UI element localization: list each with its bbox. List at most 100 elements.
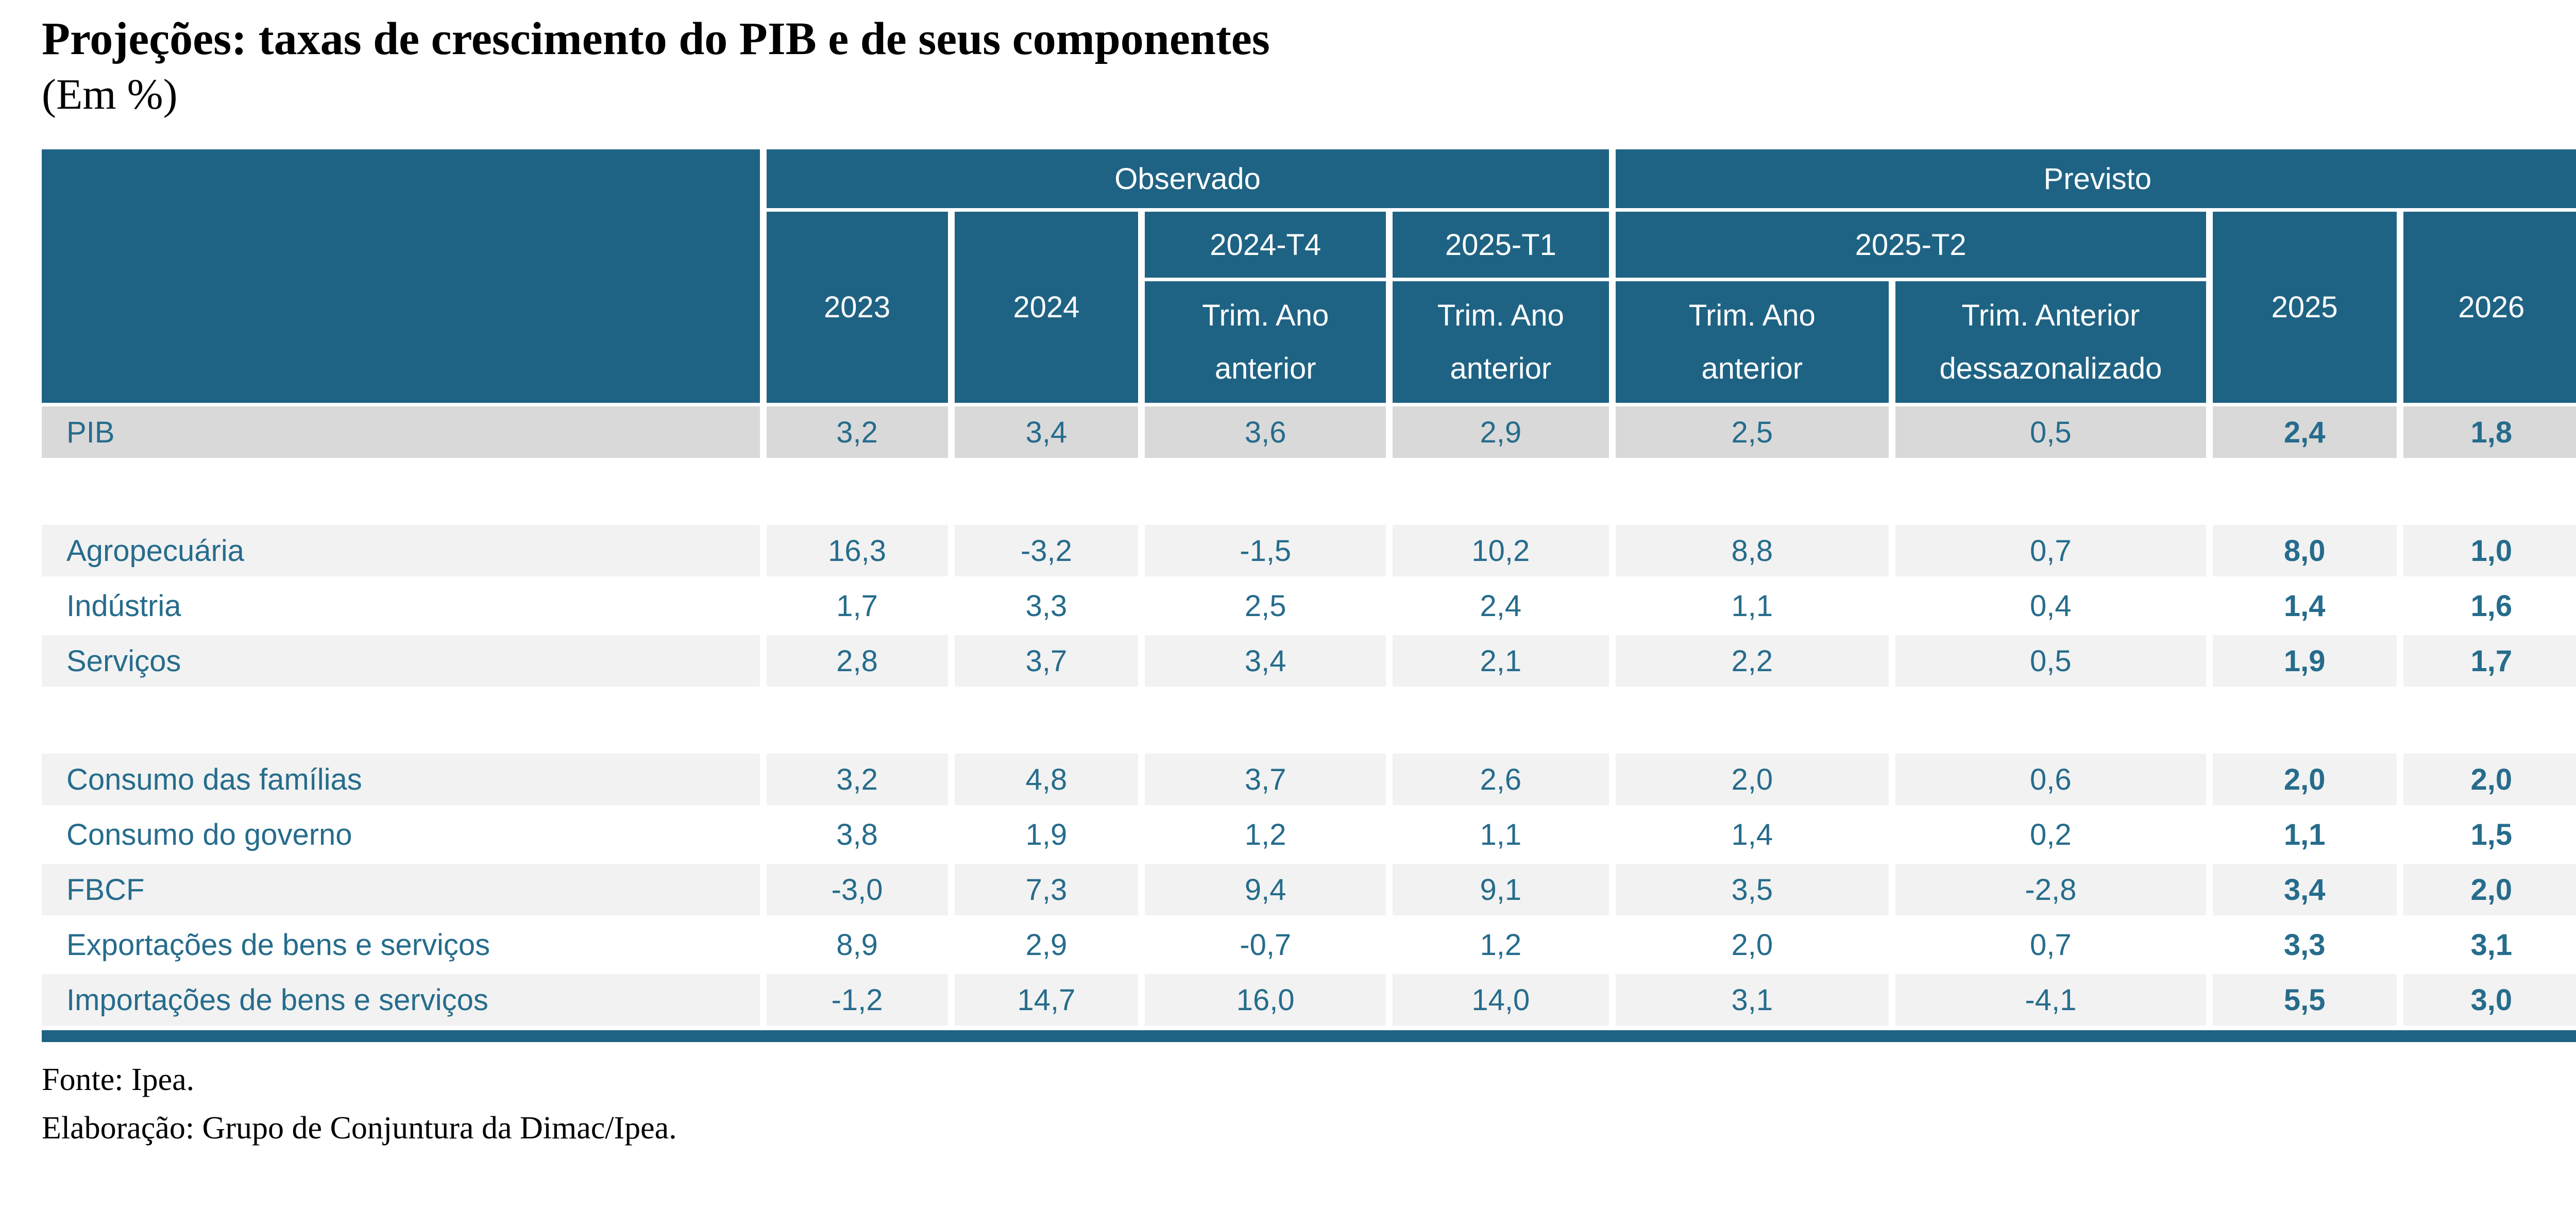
row-label: Exportações de bens e serviços (42, 919, 760, 971)
value-cell: 3,7 (1145, 754, 1386, 806)
value-cell: 3,4 (2212, 864, 2397, 916)
value-cell: 2,5 (1615, 406, 1889, 458)
value-cell: 1,1 (2212, 809, 2397, 861)
spacer-cell (42, 462, 2576, 522)
value-cell: 0,4 (1895, 580, 2206, 632)
table-header: Observado Previsto 2023 2024 2024-T4 202… (42, 149, 2576, 403)
table-row: Consumo das famílias 3,2 4,8 3,7 2,6 2,0 0,6 2,… (42, 754, 2576, 806)
value-cell: 0,7 (1895, 525, 2206, 577)
value-cell: 1,0 (2403, 525, 2576, 577)
footer-elaboracao: Elaboração: Grupo de Conjuntura da Dimac… (42, 1111, 677, 1146)
header-sub-trim-ano-anterior: Trim. Ano anterior (1615, 281, 1889, 403)
header-group-previsto: Previsto (1615, 149, 2576, 209)
value-cell: 2,9 (1393, 406, 1609, 458)
value-cell: 1,2 (1393, 919, 1609, 971)
value-cell: 1,5 (2403, 809, 2576, 861)
value-cell: 16,3 (766, 525, 948, 577)
row-label: Consumo do governo (42, 809, 760, 861)
value-cell: 2,2 (1615, 635, 1889, 687)
header-sub-trim-anterior-dessazonalizado: Trim. Anterior dessazonalizado (1895, 281, 2206, 403)
value-cell: 3,2 (766, 406, 948, 458)
header-col-2024: 2024 (954, 212, 1139, 403)
value-cell: 1,2 (1145, 809, 1386, 861)
spacer-cell (42, 690, 2576, 751)
value-cell: 1,1 (1615, 580, 1889, 632)
value-cell: 16,0 (1145, 974, 1386, 1026)
value-cell: 8,8 (1615, 525, 1889, 577)
value-cell: 2,4 (2212, 406, 2397, 458)
header-period-row: 2023 2024 2024-T4 2025-T1 2025-T2 2025 2… (42, 212, 2576, 403)
value-cell: 0,5 (1895, 635, 2206, 687)
value-cell: 2,1 (1393, 635, 1609, 687)
table-row (42, 690, 2576, 751)
page-title: Projeções: taxas de crescimento do PIB e… (42, 13, 1270, 64)
value-cell: 2,8 (766, 635, 948, 687)
value-cell: 5,5 (2212, 974, 2397, 1026)
value-cell: 3,1 (1615, 974, 1889, 1026)
value-cell: -3,2 (954, 525, 1139, 577)
row-label: Serviços (42, 635, 760, 687)
value-cell: 1,4 (2212, 580, 2397, 632)
value-cell: 2,5 (1145, 580, 1386, 632)
value-cell: 2,9 (954, 919, 1139, 971)
table-row: Indústria 1,7 3,3 2,5 2,4 1,1 0,4 1,4 1,6 (42, 580, 2576, 632)
value-cell: -2,8 (1895, 864, 2206, 916)
value-cell: -1,2 (766, 974, 948, 1026)
row-label: PIB (42, 406, 760, 458)
header-sub-trim-ano-anterior: Trim. Ano anterior (1145, 281, 1386, 403)
value-cell: 3,3 (2212, 919, 2397, 971)
header-col-2025: 2025 (2212, 212, 2397, 403)
table-body: PIB 3,2 3,4 3,6 2,9 2,5 0,5 2,4 1,8 Agropecuária 1… (42, 406, 2576, 1026)
value-cell: 1,1 (1393, 809, 1609, 861)
row-label: FBCF (42, 864, 760, 916)
value-cell: 1,9 (2212, 635, 2397, 687)
value-cell: 0,2 (1895, 809, 2206, 861)
row-label: Consumo das famílias (42, 754, 760, 806)
value-cell: 4,8 (954, 754, 1139, 806)
value-cell: 2,0 (2212, 754, 2397, 806)
table-row: Consumo do governo 3,8 1,9 1,2 1,1 1,4 0,2 1,1 1… (42, 809, 2576, 861)
row-label: Agropecuária (42, 525, 760, 577)
footer-fonte: Fonte: Ipea. (42, 1062, 195, 1098)
table-row: PIB 3,2 3,4 3,6 2,9 2,5 0,5 2,4 1,8 (42, 406, 2576, 458)
value-cell: 3,4 (1145, 635, 1386, 687)
value-cell: 8,9 (766, 919, 948, 971)
table-row: Serviços 2,8 3,7 3,4 2,1 2,2 0,5 1,9 1,7 (42, 635, 2576, 687)
projections-table: Observado Previsto 2023 2024 2024-T4 202… (35, 146, 2576, 1029)
value-cell: -3,0 (766, 864, 948, 916)
value-cell: 8,0 (2212, 525, 2397, 577)
header-measure-row: Trim. Ano anterior Trim. Ano anterior Tr… (42, 281, 2576, 403)
table-row (42, 462, 2576, 522)
value-cell: 3,1 (2403, 919, 2576, 971)
table-row: Agropecuária 16,3 -3,2 -1,5 10,2 8,8 0,7 8,0 1,0 (42, 525, 2576, 577)
value-cell: 3,3 (954, 580, 1139, 632)
value-cell: 7,3 (954, 864, 1139, 916)
header-corner-cell (42, 149, 760, 403)
value-cell: 1,8 (2403, 406, 2576, 458)
value-cell: 9,1 (1393, 864, 1609, 916)
header-col-2025-t2: 2025-T2 (1615, 212, 2206, 278)
value-cell: 3,8 (766, 809, 948, 861)
value-cell: 0,6 (1895, 754, 2206, 806)
table-row: FBCF -3,0 7,3 9,4 9,1 3,5 -2,8 3,4 2,0 (42, 864, 2576, 916)
value-cell: 0,7 (1895, 919, 2206, 971)
value-cell: 9,4 (1145, 864, 1386, 916)
header-col-2025-t1: 2025-T1 (1393, 212, 1609, 278)
header-col-2024-t4: 2024-T4 (1145, 212, 1386, 278)
value-cell: 3,6 (1145, 406, 1386, 458)
value-cell: 1,9 (954, 809, 1139, 861)
value-cell: 2,0 (2403, 754, 2576, 806)
page-subtitle: (Em %) (42, 71, 178, 118)
footer: Fonte: Ipea. Elaboração: Grupo de Conjun… (42, 1061, 2576, 1148)
value-cell: 14,0 (1393, 974, 1609, 1026)
value-cell: 3,2 (766, 754, 948, 806)
value-cell: -1,5 (1145, 525, 1386, 577)
value-cell: 1,4 (1615, 809, 1889, 861)
value-cell: -0,7 (1145, 919, 1386, 971)
value-cell: 1,6 (2403, 580, 2576, 632)
header-col-2023: 2023 (766, 212, 948, 403)
header-group-row: Observado Previsto (42, 149, 2576, 403)
table-row: Importações de bens e serviços -1,2 14,7 16… (42, 974, 2576, 1026)
value-cell: 3,4 (954, 406, 1139, 458)
